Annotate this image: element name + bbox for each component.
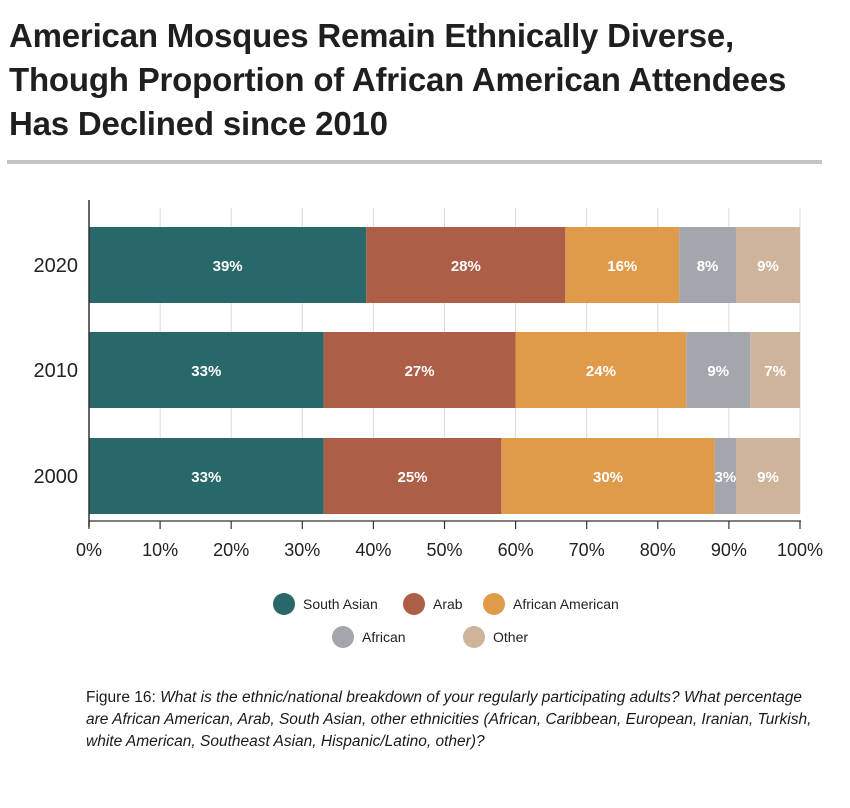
- bar-segment: [679, 227, 737, 303]
- legend-item: Other: [463, 626, 528, 648]
- figure-question: What is the ethnic/national breakdown of…: [86, 689, 812, 750]
- title-divider: [7, 160, 822, 164]
- x-tick-label: 40%: [355, 540, 391, 560]
- figure-number: Figure 16: [86, 689, 152, 706]
- x-tick-label: 10%: [142, 540, 178, 560]
- data-label: 25%: [397, 469, 427, 486]
- bar-segment: [565, 227, 680, 303]
- legend-label: Arab: [433, 596, 463, 612]
- x-tick-label: 20%: [213, 540, 249, 560]
- data-label: 9%: [757, 469, 779, 486]
- data-label: 8%: [697, 258, 719, 275]
- legend-swatch: [463, 626, 485, 648]
- legend-label: African American: [513, 596, 619, 612]
- bar-segment: [750, 332, 800, 408]
- legend-swatch: [273, 593, 295, 615]
- category-label: 2010: [34, 360, 79, 382]
- bar-segment: [736, 227, 800, 303]
- data-label: 27%: [405, 363, 435, 380]
- bar-segment: [323, 332, 516, 408]
- bar-segment: [323, 438, 502, 514]
- data-label: 39%: [213, 258, 243, 275]
- legend-swatch: [403, 593, 425, 615]
- x-tick-label: 70%: [569, 540, 605, 560]
- legend-label: Other: [493, 629, 529, 645]
- bar-segment: [736, 438, 800, 514]
- stacked-bar-chart: 39% 28% 16% 8% 9% 2020 33% 27% 24% 9% 7% 2010 33% 25%…: [34, 200, 823, 560]
- legend-item: African: [332, 626, 406, 648]
- chart-title: American Mosques Remain Ethnically Diver…: [9, 17, 787, 142]
- data-label: 33%: [191, 363, 221, 380]
- x-tick-label: 60%: [498, 540, 534, 560]
- x-tick-label: 100%: [777, 540, 823, 560]
- data-label: 16%: [607, 258, 637, 275]
- x-tick-label: 30%: [284, 540, 320, 560]
- data-label: 7%: [764, 363, 786, 380]
- category-label: 2020: [34, 255, 79, 277]
- x-tick-label: 90%: [711, 540, 747, 560]
- bar-segment: [89, 332, 324, 408]
- legend-item: Arab: [403, 593, 463, 615]
- x-tick-label: 0%: [76, 540, 102, 560]
- data-label: 28%: [451, 258, 481, 275]
- x-tick-label: 50%: [426, 540, 462, 560]
- legend-label: South Asian: [303, 596, 378, 612]
- bar-segment: [89, 438, 324, 514]
- data-label: 30%: [593, 469, 623, 486]
- data-label: 9%: [757, 258, 779, 275]
- legend-swatch: [332, 626, 354, 648]
- legend-swatch: [483, 593, 505, 615]
- data-label: 33%: [191, 469, 221, 486]
- bar-segment: [515, 332, 687, 408]
- legend-item: African American: [483, 593, 619, 615]
- legend-label: African: [362, 629, 406, 645]
- category-label: 2000: [34, 466, 79, 488]
- data-label: 9%: [707, 363, 729, 380]
- bar-segment: [686, 332, 751, 408]
- bar-segment: [714, 438, 737, 514]
- data-label: 3%: [715, 469, 737, 486]
- x-tick-label: 80%: [640, 540, 676, 560]
- bar-segment: [89, 227, 367, 303]
- bar-segment: [501, 438, 715, 514]
- figure-caption: Figure 16: What is the ethnic/national b…: [86, 689, 812, 750]
- legend-item: South Asian: [273, 593, 378, 615]
- bar-segment: [366, 227, 566, 303]
- data-label: 24%: [586, 363, 616, 380]
